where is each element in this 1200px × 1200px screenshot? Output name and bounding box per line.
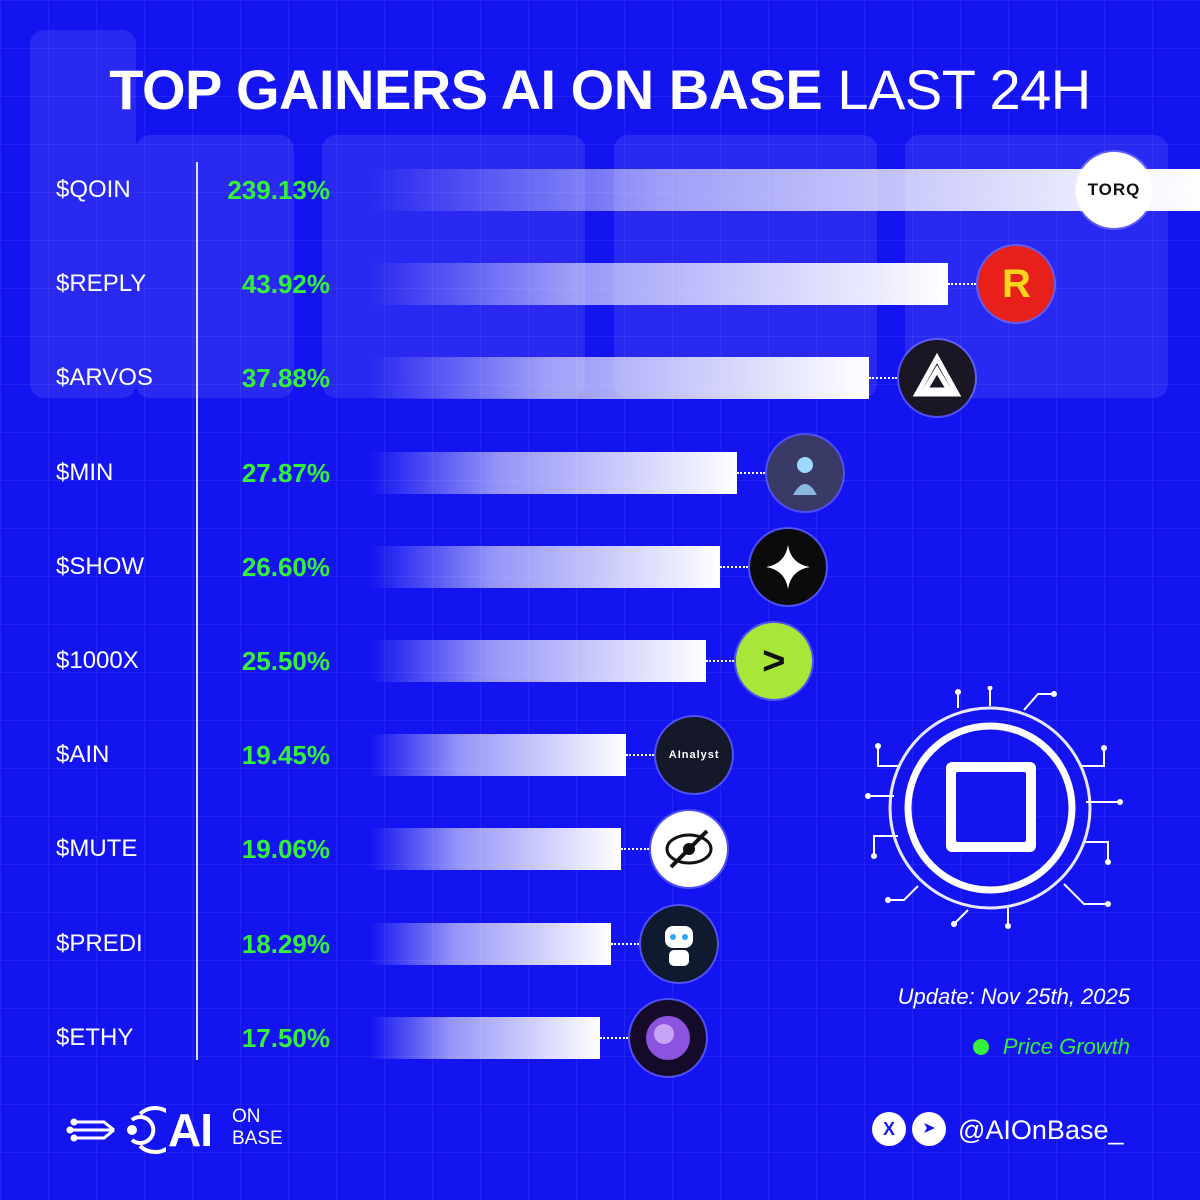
- brand-sub: ON BASE: [232, 1106, 283, 1150]
- ethy-icon: [646, 1016, 691, 1060]
- chip-icon: [865, 685, 1123, 929]
- category-label: $REPLY: [56, 270, 147, 297]
- category-label: $MUTE: [56, 835, 138, 862]
- data-label: 25.50%: [241, 646, 330, 676]
- category-label: $1000X: [56, 647, 139, 674]
- connector-dots: [720, 566, 749, 568]
- bar: [370, 452, 738, 494]
- chart-axis-line: [196, 162, 198, 1060]
- category-label: $ETHY: [56, 1024, 134, 1051]
- chart-row: $ARVOS 37.88%: [0, 340, 1200, 416]
- bar: [370, 828, 622, 870]
- chip-graphic: [858, 685, 1130, 932]
- chart-row: $1000X 25.50% >: [0, 623, 1200, 699]
- legend-swatch: [972, 1039, 989, 1055]
- predi-logo: [640, 906, 717, 982]
- bar: [370, 1017, 601, 1059]
- connector-dots: [626, 754, 655, 756]
- update-date: Update: Nov 25th, 2025: [897, 984, 1130, 1009]
- logo-text: TORQ: [1087, 180, 1141, 199]
- min-icon: [793, 457, 818, 495]
- ainalyst-logo: AInalyst: [656, 717, 733, 793]
- arvos-logo: [898, 340, 975, 416]
- brand-circuit-icon: [66, 1106, 166, 1154]
- telegram-icon[interactable]: ➤: [912, 1112, 946, 1146]
- brand-sub-on: ON: [232, 1106, 261, 1127]
- bar: [370, 357, 869, 399]
- connector-dots: [610, 943, 639, 945]
- show-logo: [750, 529, 827, 605]
- data-label: 27.87%: [241, 458, 330, 488]
- data-label: 18.29%: [241, 929, 330, 959]
- category-label: $MIN: [56, 459, 114, 486]
- mute-icon: [665, 829, 713, 869]
- title-light: LAST 24H: [837, 58, 1091, 121]
- bar: [370, 263, 949, 305]
- bar: [370, 923, 611, 965]
- ethy-logo: [630, 1000, 707, 1076]
- arvos-icon: [912, 352, 962, 397]
- connector-dots: [737, 472, 766, 474]
- min-logo: [767, 435, 844, 511]
- data-label: 37.88%: [241, 363, 330, 393]
- bg-panel-top: [30, 30, 136, 398]
- data-label: 17.50%: [241, 1023, 330, 1053]
- bar: [370, 169, 1200, 211]
- chart-row: $SHOW 26.60%: [0, 529, 1200, 605]
- social-handle[interactable]: @AIOnBase_: [958, 1115, 1124, 1145]
- chart-legend: Price Growth: [972, 1034, 1130, 1060]
- logo-text: R: [1001, 261, 1031, 306]
- bar: [370, 734, 627, 776]
- predi-icon: [664, 926, 693, 966]
- chart-row: $ETHY 17.50%: [0, 1000, 1200, 1076]
- title-bold: TOP GAINERS AI ON BASE: [109, 58, 823, 121]
- bar: [370, 640, 706, 682]
- data-label: 19.45%: [241, 740, 330, 770]
- mute-logo: [651, 811, 728, 887]
- chart-row: $MUTE 19.06%: [0, 811, 1200, 887]
- 1000x-logo: >: [735, 623, 812, 699]
- data-label: 19.06%: [241, 834, 330, 864]
- connector-dots: [600, 1037, 629, 1039]
- connector-dots: [705, 660, 734, 662]
- chart-row: $REPLY 43.92% R: [0, 246, 1200, 322]
- x-icon[interactable]: X: [872, 1112, 906, 1146]
- data-label: 26.60%: [241, 552, 330, 582]
- bar: [370, 546, 721, 588]
- connector-dots: [868, 377, 897, 379]
- show-icon: [766, 545, 811, 589]
- bg-panel-left: [136, 135, 294, 398]
- logo-text: AInalyst: [668, 749, 720, 761]
- data-label: 43.92%: [241, 269, 330, 299]
- brand-logo: AI ON BASE: [66, 1100, 306, 1164]
- chart-row: $MIN 27.87%: [0, 435, 1200, 511]
- chart-row: $PREDI 18.29%: [0, 906, 1200, 982]
- connector-dots: [948, 283, 977, 285]
- legend-label: Price Growth: [1002, 1034, 1130, 1059]
- chart-title: TOP GAINERS AI ON BASE LAST 24H: [0, 58, 1200, 122]
- category-label: $PREDI: [56, 930, 143, 957]
- category-label: $AIN: [56, 741, 110, 768]
- connector-dots: [1156, 189, 1196, 191]
- brand-ai: AI: [168, 1104, 213, 1156]
- data-label: 239.13%: [227, 175, 330, 205]
- category-label: $QOIN: [56, 176, 131, 203]
- reply-logo: R: [978, 246, 1055, 322]
- logo-text: >: [762, 638, 786, 683]
- connector-dots: [621, 848, 650, 850]
- brand-sub-base: BASE: [232, 1128, 283, 1149]
- chart-row: $AIN 19.45% AInalyst: [0, 717, 1200, 793]
- torq-logo: TORQ: [1076, 152, 1152, 228]
- category-label: $ARVOS: [56, 364, 153, 391]
- chart-row: $QOIN 239.13% TORQ: [0, 152, 1200, 228]
- category-label: $SHOW: [56, 553, 145, 580]
